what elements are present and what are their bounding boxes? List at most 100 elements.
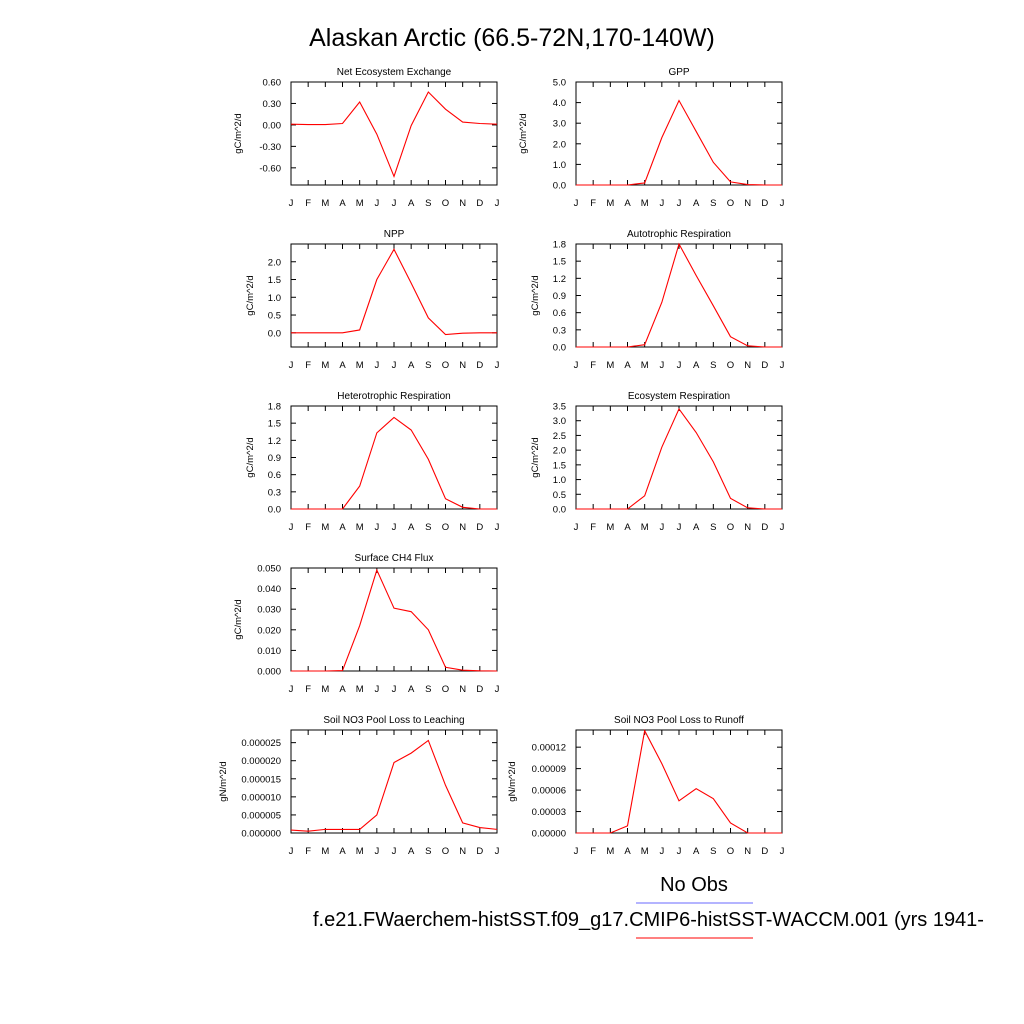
y-tick-label: 1.8 (553, 240, 566, 251)
x-tick-label: A (693, 522, 700, 533)
x-tick-label: J (289, 846, 294, 857)
x-tick-label: J (495, 684, 500, 695)
y-tick-label: 0.000010 (241, 792, 281, 803)
x-tick-label: D (476, 198, 483, 209)
y-tick-label: 0.00003 (532, 807, 566, 818)
x-tick-label: F (590, 360, 596, 371)
y-tick-label: 4.0 (553, 98, 566, 109)
y-tick-label: 0.000020 (241, 756, 281, 767)
x-tick-label: J (780, 846, 785, 857)
series-line (576, 99, 782, 186)
x-tick-label: M (641, 360, 649, 371)
series-line (576, 407, 782, 510)
x-tick-label: A (624, 198, 631, 209)
y-tick-label: 1.5 (553, 257, 566, 268)
x-tick-label: J (574, 198, 579, 209)
x-tick-label: M (606, 846, 614, 857)
x-tick-label: S (425, 684, 431, 695)
series-line (576, 242, 782, 348)
x-tick-label: J (392, 684, 397, 695)
series-line (291, 416, 497, 510)
y-tick-label: 2.0 (268, 257, 281, 268)
x-tick-label: J (289, 522, 294, 533)
y-tick-label: -0.60 (259, 163, 281, 174)
x-tick-label: A (408, 360, 415, 371)
y-axis-label: gC/m^2/d (518, 113, 529, 153)
x-tick-label: J (392, 522, 397, 533)
y-tick-label: 0.000025 (241, 738, 281, 749)
x-tick-label: O (442, 684, 449, 695)
y-tick-label: 0.040 (257, 584, 281, 595)
x-tick-label: F (590, 198, 596, 209)
x-tick-label: M (606, 198, 614, 209)
axes-frame (575, 81, 783, 186)
x-tick-label: J (574, 360, 579, 371)
x-tick-label: J (374, 684, 379, 695)
x-tick-label: J (574, 846, 579, 857)
x-tick-label: J (374, 360, 379, 371)
x-tick-label: J (677, 198, 682, 209)
x-tick-label: M (606, 360, 614, 371)
x-tick-label: M (356, 360, 364, 371)
x-tick-label: A (408, 846, 415, 857)
y-tick-label: 0.30 (263, 99, 282, 110)
panel-title: Soil NO3 Pool Loss to Runoff (614, 715, 744, 726)
x-tick-label: F (590, 846, 596, 857)
x-tick-label: O (727, 522, 734, 533)
x-tick-label: F (305, 846, 311, 857)
x-tick-label: N (744, 846, 751, 857)
x-tick-label: N (459, 360, 466, 371)
x-tick-label: J (495, 360, 500, 371)
x-tick-label: D (761, 522, 768, 533)
y-tick-label: 2.5 (553, 431, 566, 442)
panel-title: Heterotrophic Respiration (337, 391, 450, 402)
x-tick-label: A (408, 684, 415, 695)
x-tick-label: A (624, 360, 631, 371)
y-tick-label: 1.5 (268, 419, 281, 430)
x-tick-label: O (442, 522, 449, 533)
x-tick-label: M (321, 360, 329, 371)
x-tick-label: S (425, 522, 431, 533)
y-axis-label: gC/m^2/d (245, 437, 256, 477)
x-tick-label: O (727, 846, 734, 857)
y-axis-label: gN/m^2/d (218, 761, 229, 801)
x-tick-label: J (780, 198, 785, 209)
x-tick-label: A (339, 360, 346, 371)
y-tick-label: 0.00 (263, 120, 282, 131)
x-tick-label: D (476, 360, 483, 371)
x-tick-label: A (693, 846, 700, 857)
x-tick-label: A (693, 360, 700, 371)
y-tick-label: 5.0 (553, 78, 566, 89)
x-tick-label: D (476, 684, 483, 695)
y-axis-label: gC/m^2/d (530, 437, 541, 477)
panel-title: Soil NO3 Pool Loss to Leaching (323, 715, 464, 726)
x-tick-label: J (495, 198, 500, 209)
y-tick-label: 0.000 (257, 667, 281, 678)
y-tick-label: 3.5 (553, 402, 566, 413)
x-tick-label: J (392, 846, 397, 857)
x-tick-label: J (659, 198, 664, 209)
x-tick-label: D (476, 522, 483, 533)
x-tick-label: F (305, 198, 311, 209)
axes-frame (290, 405, 498, 510)
y-axis-label: gC/m^2/d (233, 113, 244, 153)
x-tick-label: J (289, 684, 294, 695)
y-tick-label: 0.050 (257, 564, 281, 575)
series-line (290, 91, 498, 178)
y-tick-label: 2.0 (553, 139, 566, 150)
y-axis-label: gC/m^2/d (530, 275, 541, 315)
y-axis-label: gC/m^2/d (245, 275, 256, 315)
panel-title: Ecosystem Respiration (628, 391, 730, 402)
y-tick-label: 1.0 (553, 475, 566, 486)
y-tick-label: 0.5 (268, 311, 281, 322)
panel-title: GPP (668, 67, 689, 78)
x-tick-label: S (425, 198, 431, 209)
y-tick-label: 1.0 (268, 293, 281, 304)
y-tick-label: 0.6 (268, 470, 281, 481)
